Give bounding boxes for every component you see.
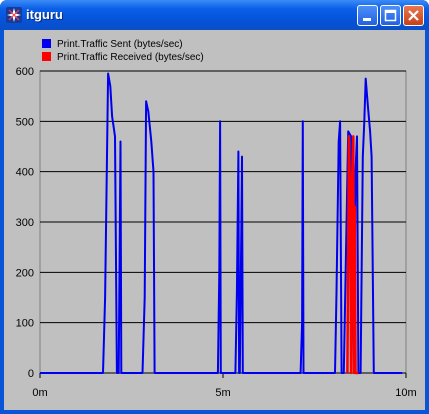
legend-label-received: Print.Traffic Received (bytes/sec) (57, 52, 204, 63)
chart-area (4, 30, 425, 410)
chart-legend: Print.Traffic Sent (bytes/sec) Print.Tra… (42, 38, 204, 64)
legend-swatch-received (42, 52, 51, 61)
close-button[interactable] (403, 5, 424, 26)
window-border-bottom (0, 410, 429, 414)
legend-item-sent: Print.Traffic Sent (bytes/sec) (42, 38, 204, 51)
legend-swatch-sent (42, 39, 51, 48)
app-star-icon (6, 7, 22, 23)
window-border-right (425, 30, 429, 414)
maximize-button[interactable] (380, 5, 401, 26)
window-title: itguru (26, 7, 63, 22)
window-border-left (0, 30, 4, 414)
legend-item-received: Print.Traffic Received (bytes/sec) (42, 51, 204, 64)
title-bar[interactable]: itguru (0, 0, 429, 30)
minimize-button[interactable] (357, 5, 378, 26)
maximize-icon (384, 9, 397, 22)
legend-label-sent: Print.Traffic Sent (bytes/sec) (57, 39, 183, 50)
close-icon (408, 10, 419, 21)
minimize-icon (363, 18, 371, 21)
